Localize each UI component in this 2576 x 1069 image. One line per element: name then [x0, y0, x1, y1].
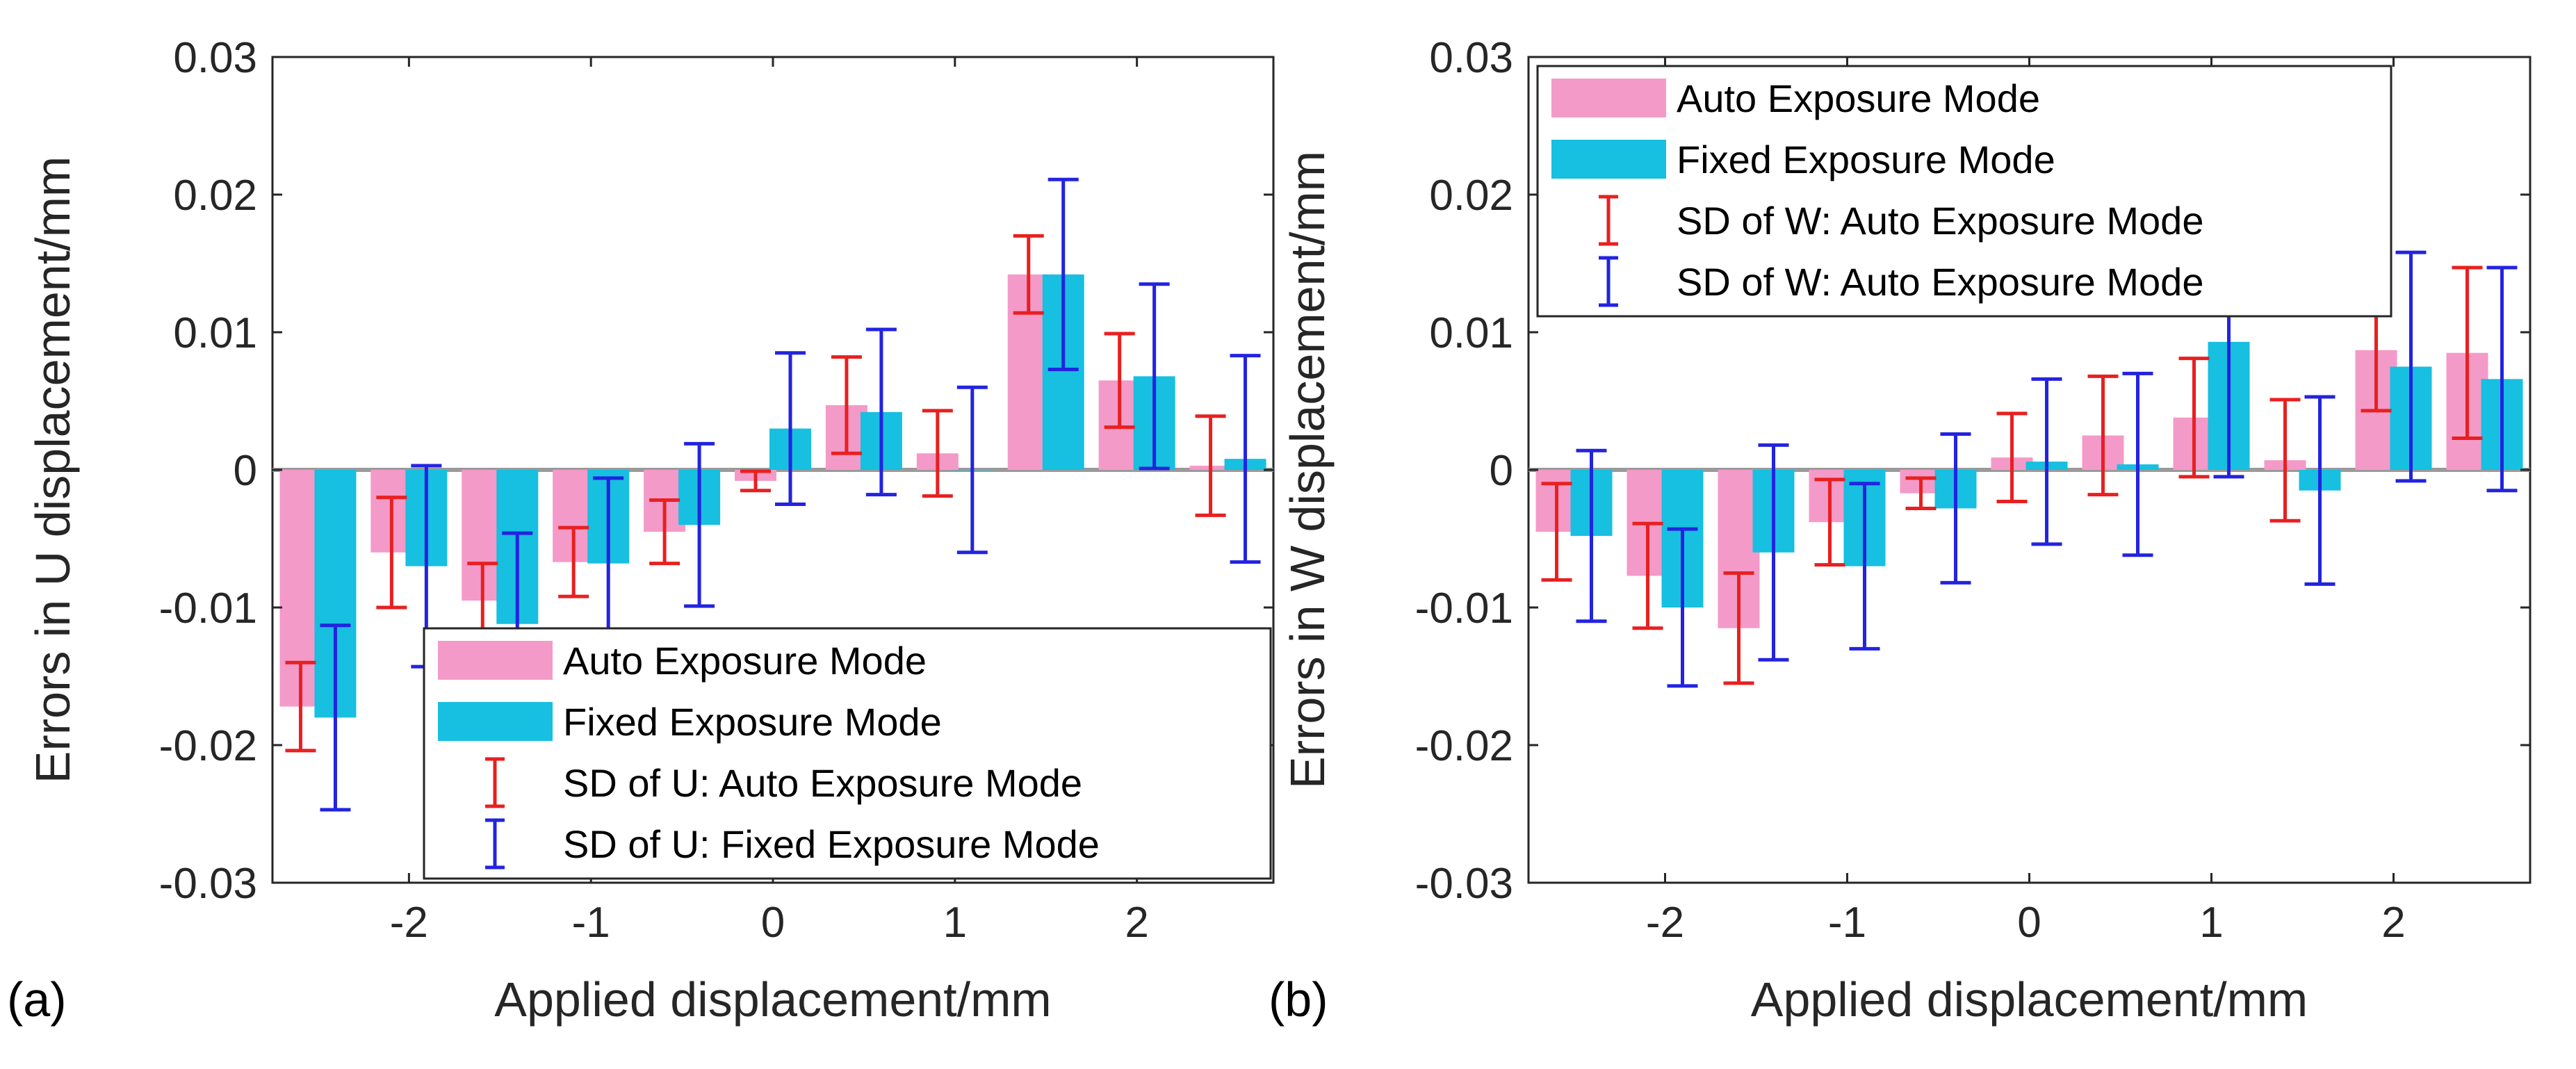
error-bar-fixed-5 [2031, 377, 2062, 546]
legend: Auto Exposure Mode Fixed Exposure Mode SD … [423, 627, 1272, 880]
x-tick-label: 0 [2017, 899, 2041, 947]
y-tick-label: 0.03 [1429, 34, 1513, 82]
y-tick-label: -0.03 [159, 860, 257, 908]
y-tick-label: -0.02 [159, 722, 257, 770]
chart-panel-a: -0.03 -0.02 -0.01 0 0.01 0.02 0.03 -2 -1 0 1 2 Appli… [7, 34, 1275, 1027]
error-bar-auto-0 [285, 660, 316, 753]
error-bar-auto-4 [649, 498, 680, 566]
x-axis-title: Applied displacement/mm [494, 972, 1051, 1027]
y-tick-label: 0 [234, 447, 257, 495]
legend-label: SD of W: Auto Exposure Mode [1677, 260, 2203, 304]
x-tick-label: 0 [761, 899, 785, 947]
error-bar-auto-3 [1814, 478, 1845, 567]
error-bar-fixed-4 [684, 441, 715, 608]
legend-label: SD of U: Fixed Exposure Mode [563, 822, 1100, 866]
error-bar-auto-6 [2087, 374, 2119, 497]
error-bar-fixed-0 [1576, 448, 1607, 623]
y-tick-label: 0.02 [1429, 172, 1513, 220]
error-bar-fixed-9 [1139, 282, 1170, 471]
y-tick-label: -0.03 [1415, 860, 1513, 908]
error-bar-fixed-9 [2395, 250, 2427, 483]
error-bar-auto-0 [1541, 482, 1572, 582]
error-bar-auto-10 [2452, 266, 2483, 440]
error-bar-auto-7 [922, 409, 953, 498]
error-bar-fixed-8 [2304, 395, 2335, 586]
y-tick-label: -0.01 [159, 585, 257, 633]
error-bar-auto-7 [2178, 357, 2210, 479]
legend-label: Fixed Exposure Mode [563, 700, 942, 744]
legend-error-symbol-auto [1599, 195, 1618, 246]
x-tick-label: 2 [1125, 899, 1148, 947]
legend-box [1536, 65, 2392, 318]
y-axis-title: Errors in U displacement/mm [26, 156, 80, 783]
x-tick-label: -1 [1828, 899, 1866, 947]
error-bar-auto-8 [1013, 234, 1044, 315]
x-tick-label: -2 [390, 899, 428, 947]
error-bar-fixed-7 [956, 385, 988, 555]
legend-swatch-auto [438, 641, 553, 680]
y-tick-label: -0.02 [1415, 722, 1513, 770]
legend-error-symbol-fixed [485, 818, 505, 870]
error-bar-auto-1 [376, 496, 407, 610]
error-bar-auto-8 [2269, 398, 2301, 523]
error-bar-auto-5 [740, 469, 771, 493]
legend-label: SD of W: Auto Exposure Mode [1677, 199, 2203, 243]
panel-label: (a) [7, 972, 67, 1027]
error-bar-auto-4 [1905, 476, 1937, 510]
y-tick-label: 0.02 [173, 172, 257, 220]
legend: Auto Exposure Mode Fixed Exposure Mode SD … [1536, 65, 2392, 318]
error-bar-fixed-0 [320, 623, 351, 812]
error-bar-auto-1 [1632, 521, 1663, 630]
y-axis-title: Errors in W displacement/mm [1280, 151, 1335, 789]
y-tick-label: 0.01 [1429, 309, 1513, 357]
error-bar-auto-10 [1195, 414, 1226, 517]
error-bar-fixed-10 [2486, 266, 2518, 493]
x-tick-label: 1 [2199, 899, 2223, 947]
x-axis-title: Applied displacement/mm [1751, 972, 2308, 1027]
error-bar-fixed-4 [1940, 432, 1971, 585]
legend-swatch-auto [1551, 79, 1666, 117]
error-bar-auto-6 [831, 355, 862, 455]
y-tick-label: 0.01 [173, 309, 257, 357]
x-tick-label: -1 [572, 899, 610, 947]
y-tick-label: -0.01 [1415, 585, 1513, 633]
error-bar-auto-9 [1104, 332, 1135, 430]
x-tick-label: 2 [2381, 899, 2405, 947]
x-tick-label: 1 [943, 899, 967, 947]
panel-label: (b) [1269, 972, 1328, 1027]
error-bar-fixed-2 [1758, 443, 1789, 662]
legend-box [423, 627, 1272, 880]
y-tick-label: 0.03 [173, 34, 257, 82]
legend-label: Auto Exposure Mode [563, 639, 927, 683]
error-bar-fixed-10 [1230, 354, 1261, 564]
error-bar-auto-3 [558, 525, 589, 598]
error-bar-fixed-3 [1849, 482, 1880, 651]
legend-label: SD of U: Auto Exposure Mode [563, 761, 1082, 805]
legend-label: Fixed Exposure Mode [1677, 138, 2055, 181]
error-bar-fixed-1 [1667, 527, 1698, 688]
legend-swatch-fixed [438, 702, 553, 741]
error-bar-fixed-6 [2122, 371, 2153, 557]
chart-panel-b: -0.03 -0.02 -0.01 0 0.01 0.02 0.03 -2 -1 0 1 2 Appli… [1269, 34, 2532, 1027]
legend-swatch-fixed [1551, 140, 1666, 179]
legend-label: Auto Exposure Mode [1677, 76, 2040, 120]
error-bar-fixed-5 [775, 351, 806, 506]
legend-error-symbol-auto [485, 757, 505, 808]
x-tick-label: -2 [1646, 899, 1684, 947]
error-bar-fixed-6 [865, 327, 897, 497]
legend-error-symbol-fixed [1599, 256, 1618, 307]
error-bar-auto-2 [1723, 571, 1754, 685]
error-bar-fixed-8 [1047, 177, 1079, 371]
error-bar-auto-5 [1996, 411, 2028, 504]
y-tick-label: 0 [1490, 447, 1513, 495]
